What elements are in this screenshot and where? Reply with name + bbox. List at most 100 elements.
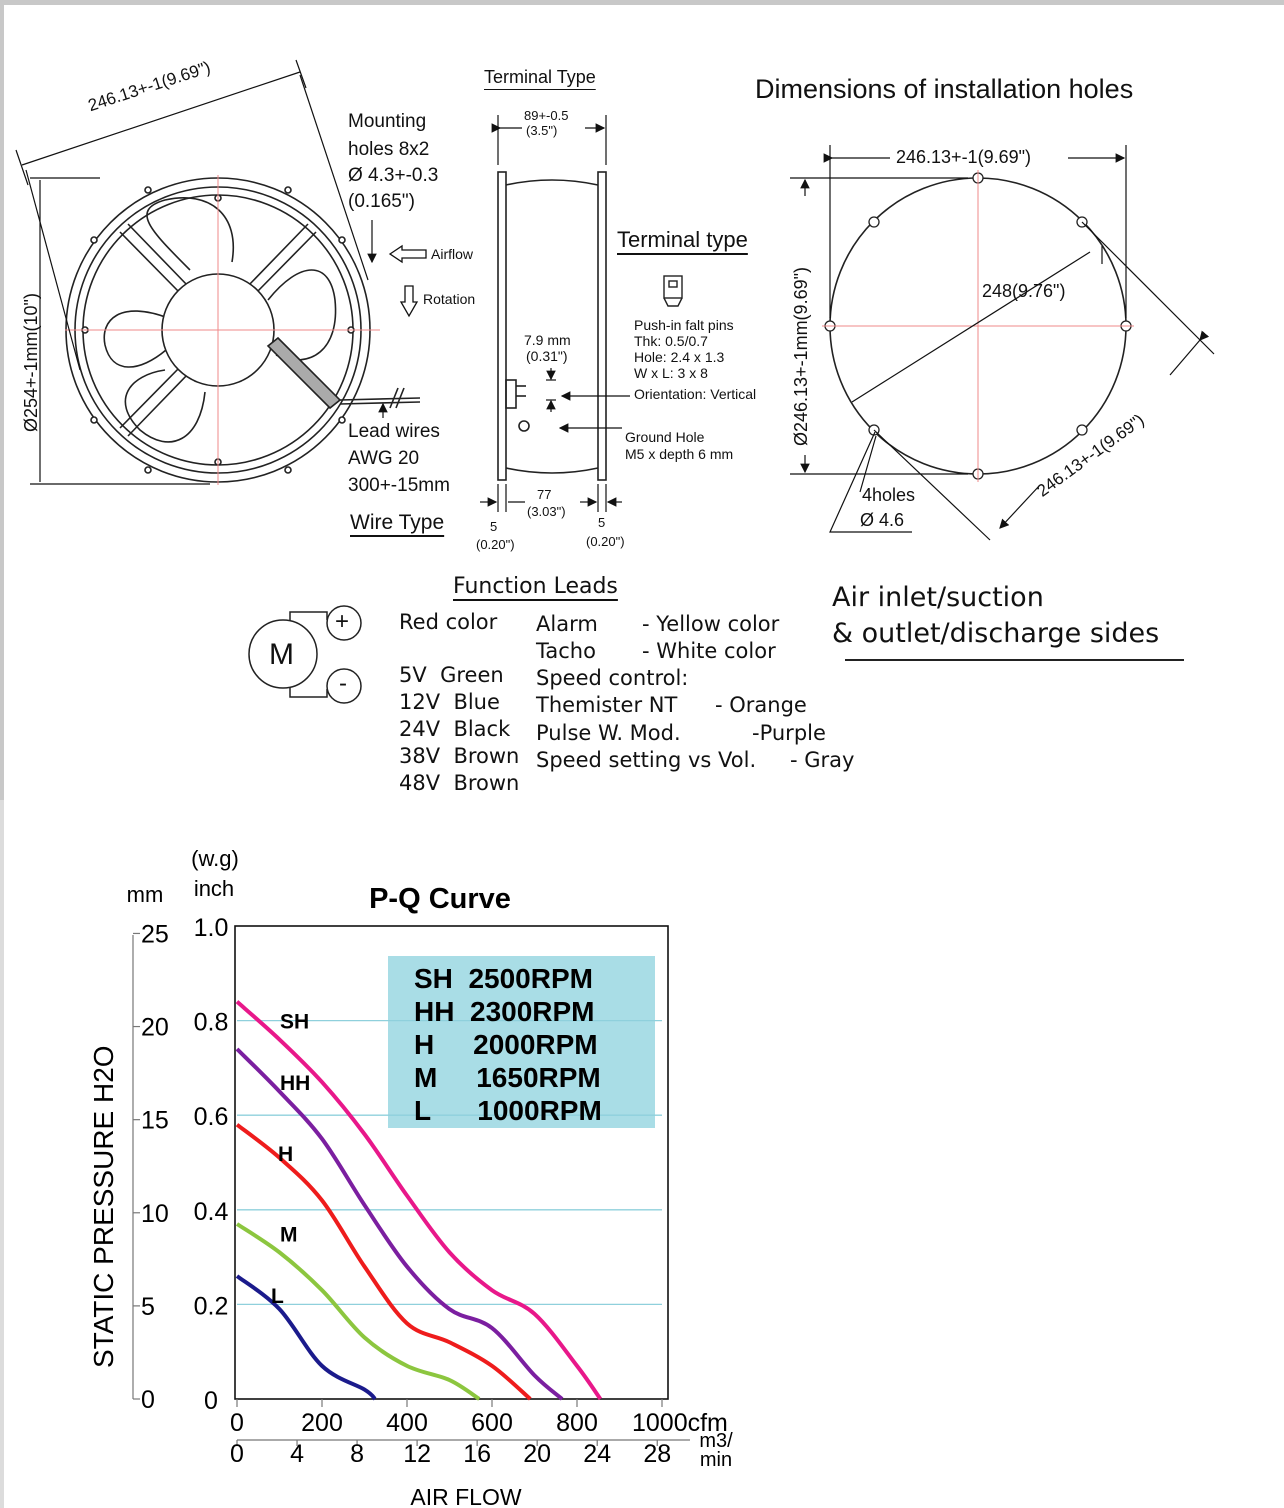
xtick-m3-label: 4 xyxy=(290,1440,304,1468)
lead-wires-label-3: 300+-15mm xyxy=(348,475,450,496)
pwm-lead: Pulse W. Mod. xyxy=(536,721,681,745)
ytick-inch-label: 0.4 xyxy=(194,1198,229,1226)
wire-type-label: Wire Type xyxy=(350,511,445,534)
holes-count-label: 4holes xyxy=(862,485,916,505)
series-line-hh xyxy=(235,1047,564,1401)
function-leads-heading: Function Leads xyxy=(453,574,618,599)
legend-entry: H 2000RPM xyxy=(414,1029,598,1060)
pin-dim: 7.9 mm xyxy=(524,332,571,348)
series-label-l: L xyxy=(271,1285,284,1308)
xtick-cfm-label: 800 xyxy=(556,1409,598,1437)
side-dimension-lines xyxy=(480,115,630,512)
top-frame xyxy=(0,0,1284,5)
speed-control-lead: Speed control: xyxy=(536,666,689,690)
fan-centre-lines xyxy=(65,175,380,485)
mounting-label-2: holes 8x2 xyxy=(348,139,430,160)
xtick-cfm-label: 0 xyxy=(230,1409,244,1437)
ground-line-1: Ground Hole xyxy=(625,429,705,445)
plus-terminal: + xyxy=(335,608,350,635)
ytick-inch-label: 0.6 xyxy=(194,1103,229,1131)
xtick-cfm-label: 1000cfm xyxy=(632,1409,728,1437)
xtick-m3-label: 12 xyxy=(403,1440,431,1468)
ytick-mm-label: 5 xyxy=(141,1293,155,1321)
fan-dimension-lines xyxy=(15,59,388,485)
series-label-m: M xyxy=(280,1223,298,1246)
xtick-m3-label: 8 xyxy=(350,1440,364,1468)
ytick-mm-label: 20 xyxy=(141,1014,169,1042)
holes-top-dimension: 246.13+-1(9.69") xyxy=(896,147,1031,167)
pwm-color: -Purple xyxy=(752,721,826,745)
xtick-m3-label: 16 xyxy=(463,1440,491,1468)
x-unit-min: min xyxy=(700,1449,732,1471)
terminal-type-label: Terminal type xyxy=(617,227,748,252)
holes-dimension-lines xyxy=(790,145,1215,541)
xtick-m3-label: 0 xyxy=(230,1440,244,1468)
voltage-48v: 48V Brown xyxy=(399,771,520,795)
terminal-pin-icon xyxy=(663,275,683,307)
pins-line-1: Push-in falt pins xyxy=(634,317,734,333)
minus-terminal: - xyxy=(339,670,347,697)
side-width-in: (3.5") xyxy=(526,123,558,138)
holes-centre-lines xyxy=(822,170,1134,482)
voltage-38v: 38V Brown xyxy=(399,744,520,768)
ytick-mm-label: 25 xyxy=(141,920,169,948)
lead-wires-label-1: Lead wires xyxy=(348,421,440,442)
plot-frame xyxy=(234,925,669,1400)
xtick-cfm-label: 600 xyxy=(471,1409,513,1437)
ytick-inch-label: 0.2 xyxy=(194,1292,229,1320)
fan-side-dimension: Ø254+-1mm(10") xyxy=(21,293,41,432)
ylabel-inch: inch xyxy=(194,876,234,901)
series-label-hh: HH xyxy=(280,1072,310,1095)
pins-line-4: W x L: 3 x 8 xyxy=(634,365,708,381)
mounting-label-4: (0.165") xyxy=(348,191,415,212)
right-flange-dim: 5 xyxy=(598,515,606,530)
voltage-12v: 12V Blue xyxy=(399,690,500,714)
chart-ylabel: STATIC PRESSURE H2O xyxy=(88,1045,119,1368)
left-flange-dim: 5 xyxy=(490,519,498,534)
holes-title: Dimensions of installation holes xyxy=(755,74,1134,104)
terminal-type-heading: Terminal Type xyxy=(484,67,596,87)
body-dim: 77 xyxy=(537,487,552,502)
left-flange-dim-in: (0.20") xyxy=(476,537,515,552)
mounting-label-1: Mounting xyxy=(348,111,427,132)
inlet-label-2: & outlet/discharge sides xyxy=(832,618,1160,649)
pin-dim-in: (0.31") xyxy=(526,348,568,364)
body-dim-in: (3.03") xyxy=(527,504,566,519)
holes-side-dimension: Ø246.13+-1mm(9.69") xyxy=(791,267,811,446)
left-frame xyxy=(0,0,4,800)
chart-xlabel: AIR FLOW xyxy=(410,1484,521,1508)
rotation-label: Rotation xyxy=(423,291,476,307)
tacho-color: - White color xyxy=(642,639,776,663)
technical-drawing xyxy=(15,59,1215,704)
x-unit-m3: m3/ xyxy=(699,1430,733,1452)
voltage-setting-color: - Gray xyxy=(790,748,855,772)
ytick-inch-label: 0 xyxy=(204,1387,218,1415)
pins-line-2: Thk: 0.5/0.7 xyxy=(634,333,708,349)
ground-line-2: M5 x depth 6 mm xyxy=(625,446,734,462)
mounting-label-3: Ø 4.3+-0.3 xyxy=(348,165,439,186)
side-width: 89+-0.5 xyxy=(524,108,569,123)
xtick-m3-label: 24 xyxy=(583,1440,611,1468)
holes-diameter-label: Ø 4.6 xyxy=(860,510,905,530)
ylabel-wg: (w.g) xyxy=(191,846,239,871)
ytick-mm-label: 10 xyxy=(141,1200,169,1228)
left-frame-lower xyxy=(0,800,4,1508)
tacho-lead: Tacho xyxy=(536,639,596,663)
thermistor-color: - Orange xyxy=(715,693,807,717)
voltage-setting-lead: Speed setting vs Vol. xyxy=(536,748,757,772)
series-line-l xyxy=(235,1274,377,1401)
pins-line-3: Hole: 2.4 x 1.3 xyxy=(634,349,725,365)
series-label-sh: SH xyxy=(280,1011,309,1034)
xtick-cfm-label: 400 xyxy=(386,1409,428,1437)
alarm-color: - Yellow color xyxy=(642,612,780,636)
xtick-m3-label: 28 xyxy=(643,1440,671,1468)
voltage-24v: 24V Black xyxy=(399,717,511,741)
legend-entry: L 1000RPM xyxy=(414,1095,602,1126)
ylabel-mm: mm xyxy=(127,882,164,907)
series-label-h: H xyxy=(278,1143,293,1166)
motor-label: M xyxy=(269,638,294,671)
inlet-label-1: Air inlet/suction xyxy=(832,582,1044,613)
lead-wires-label-2: AWG 20 xyxy=(348,448,420,469)
airflow-label: Airflow xyxy=(431,246,474,262)
motor-symbol xyxy=(248,605,362,704)
